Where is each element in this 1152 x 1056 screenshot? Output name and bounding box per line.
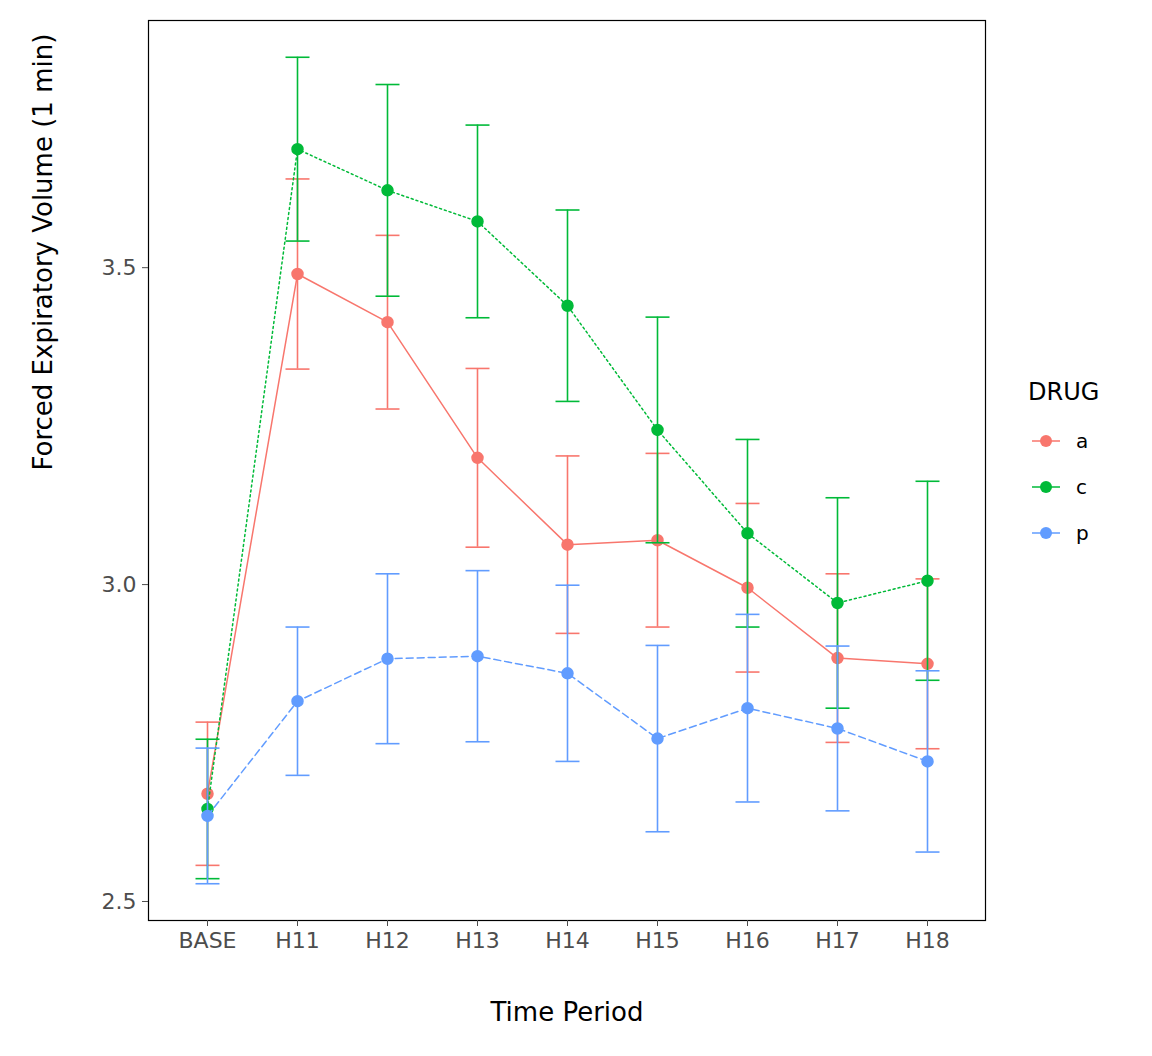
svg-text:H14: H14	[545, 928, 590, 953]
svg-text:H16: H16	[725, 928, 770, 953]
svg-text:3.5: 3.5	[102, 255, 137, 280]
svg-text:Time Period: Time Period	[490, 997, 644, 1027]
html-text:c: c	[1076, 475, 1087, 499]
svg-text:H12: H12	[365, 928, 410, 953]
html-text:p: p	[1076, 521, 1089, 545]
svg-text:BASE: BASE	[178, 928, 236, 953]
svg-text:3.0: 3.0	[102, 572, 137, 597]
svg-text:H11: H11	[275, 928, 320, 953]
svg-text:H17: H17	[815, 928, 860, 953]
html-text:DRUG: DRUG	[1028, 378, 1100, 406]
svg-text:2.5: 2.5	[102, 889, 137, 914]
svg-text:Forced Expiratory Volume (1 mi: Forced Expiratory Volume (1 min)	[28, 34, 58, 471]
svg-text:H15: H15	[635, 928, 680, 953]
svg-text:H18: H18	[905, 928, 950, 953]
html-text:a: a	[1076, 429, 1089, 453]
svg-text:H13: H13	[455, 928, 500, 953]
